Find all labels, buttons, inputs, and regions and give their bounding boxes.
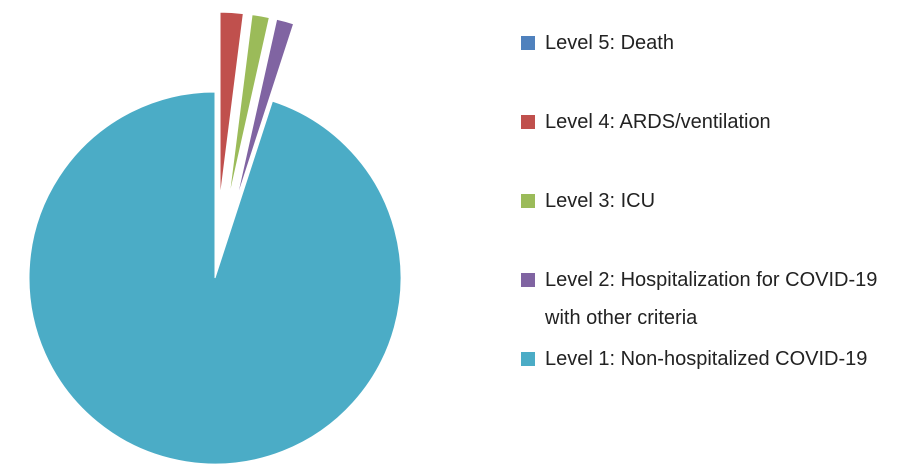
pie-slice [235, 18, 295, 201]
chart [28, 11, 402, 464]
legend-label: Level 5: Death [545, 32, 674, 54]
legend-label: Level 3: ICU [545, 190, 656, 212]
legend-swatch [521, 273, 535, 287]
legend-label: Level 4: ARDS/ventilation [545, 111, 771, 133]
legend: Level 5: Death Level 4: ARDS/ventilation L… [520, 0, 900, 464]
legend-swatch [521, 194, 535, 208]
legend-label: Level 2: Hospitalization for COVID-19 wi… [545, 269, 878, 329]
legend-swatch [521, 36, 535, 50]
pie-slice [28, 91, 402, 464]
pie-slice [219, 11, 244, 199]
pie-slice [228, 14, 270, 200]
legend-swatch [521, 352, 535, 366]
legend-swatch [521, 115, 535, 129]
legend-label: Level 1: Non-hospitalized COVID-19 [545, 348, 868, 370]
